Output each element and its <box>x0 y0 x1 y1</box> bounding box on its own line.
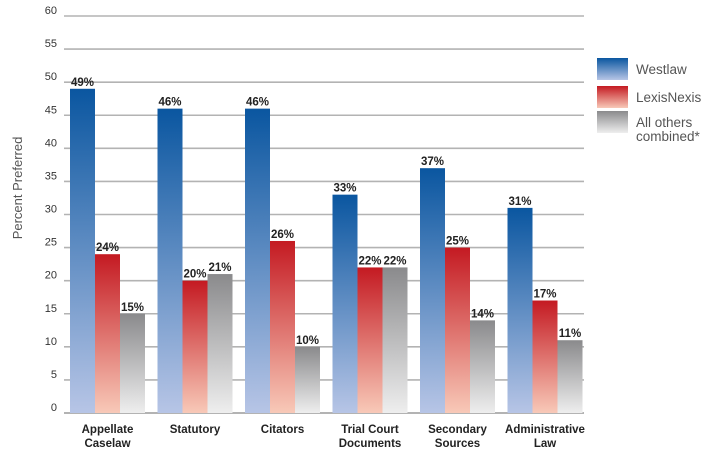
data-label: 24% <box>96 242 119 254</box>
category-label: Appellate Caselaw <box>82 424 134 450</box>
bar-westlaw-1 <box>157 108 183 413</box>
data-label: 46% <box>158 97 181 109</box>
data-labels: 49% 24% 15% 46% 20%21% 46% 26% 10% 33% 22% 22% 37% 2… <box>71 77 581 347</box>
category-label: Trial Court Documents <box>339 424 402 450</box>
data-label: 14% <box>471 308 494 320</box>
bar-all-others-combined--3 <box>382 267 408 413</box>
y-axis-ticks: 0 5 10 15 20 25 30 35 40 45 50 55 60 <box>45 5 57 414</box>
data-label: 17% <box>533 289 556 301</box>
bar-all-others-combined--5 <box>557 340 583 413</box>
grid-lines <box>64 15 584 414</box>
bar-lexisnexis-0 <box>95 254 120 413</box>
data-label: 22% <box>383 255 406 267</box>
y-tick-label: 0 <box>51 402 57 414</box>
legend-swatch <box>597 58 628 80</box>
data-label: 11% <box>559 328 581 340</box>
y-tick-label: 15 <box>45 303 57 315</box>
data-label: 31% <box>508 196 531 208</box>
y-tick-label: 20 <box>45 270 57 282</box>
data-label: 21% <box>208 262 231 274</box>
bar-lexisnexis-5 <box>532 300 558 413</box>
y-tick-label: 10 <box>45 336 57 348</box>
legend-label: Westlaw <box>636 62 687 77</box>
legend-label: LexisNexis <box>636 90 702 105</box>
y-tick-label: 40 <box>45 137 57 149</box>
y-tick-label: 35 <box>45 170 57 182</box>
category-labels: Appellate Caselaw Statutory Citators Trial C… <box>82 424 585 450</box>
data-label: 49% <box>71 77 94 89</box>
category-label: Citators <box>261 424 304 436</box>
bar-all-others-combined--0 <box>120 313 145 413</box>
data-label: 25% <box>446 236 469 248</box>
bar-lexisnexis-2 <box>270 240 295 413</box>
legend-swatch <box>597 86 628 108</box>
y-axis-label: Percent Preferred <box>10 137 25 240</box>
bar-westlaw-5 <box>507 207 533 413</box>
bar-lexisnexis-3 <box>357 267 383 413</box>
bar-all-others-combined--1 <box>207 274 233 413</box>
data-label: 22% <box>358 255 381 267</box>
category-label: Secondary Sources <box>428 424 487 450</box>
category-label: Administrative Law <box>505 424 585 450</box>
legend-label: All others combined* <box>636 115 701 144</box>
bar-westlaw-4 <box>420 168 445 413</box>
y-tick-label: 5 <box>51 369 57 381</box>
bar-lexisnexis-1 <box>182 280 208 413</box>
bar-all-others-combined--2 <box>295 346 320 413</box>
data-label: 37% <box>421 156 444 168</box>
y-tick-label: 50 <box>45 71 57 83</box>
bar-westlaw-2 <box>245 108 270 413</box>
y-tick-label: 25 <box>45 237 57 249</box>
y-tick-label: 60 <box>45 5 57 17</box>
y-tick-label: 30 <box>45 204 57 216</box>
bar-all-others-combined--4 <box>470 320 495 413</box>
bar-westlaw-0 <box>70 88 95 414</box>
data-label: 46% <box>246 97 269 109</box>
data-label: 26% <box>271 229 294 241</box>
category-label: Statutory <box>170 424 221 436</box>
y-tick-label: 55 <box>45 38 57 50</box>
legend: Westlaw LexisNexis All others combined* <box>597 58 702 144</box>
data-label: 10% <box>296 335 319 347</box>
data-label: 20% <box>183 269 206 281</box>
y-tick-label: 45 <box>45 104 57 116</box>
bar-westlaw-3 <box>332 194 358 413</box>
bar-lexisnexis-4 <box>445 247 470 413</box>
data-label: 33% <box>333 183 356 195</box>
legend-swatch <box>597 111 628 133</box>
data-label: 15% <box>121 302 144 314</box>
bars <box>70 88 583 414</box>
